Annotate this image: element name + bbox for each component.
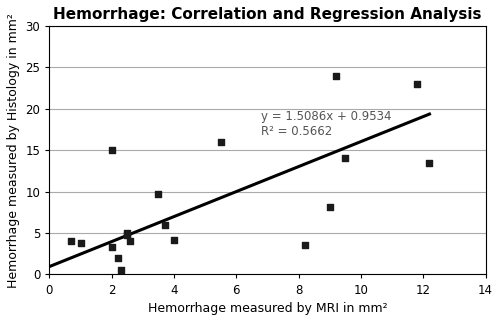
Point xyxy=(124,232,132,237)
Point xyxy=(108,147,116,153)
Point xyxy=(114,255,122,260)
Point xyxy=(170,237,178,242)
Point xyxy=(67,239,75,244)
Point xyxy=(117,268,125,273)
Point xyxy=(76,241,84,246)
Point xyxy=(326,204,334,209)
Point xyxy=(332,73,340,78)
X-axis label: Hemorrhage measured by MRI in mm²: Hemorrhage measured by MRI in mm² xyxy=(148,302,388,315)
Point xyxy=(124,231,132,236)
Point xyxy=(216,139,224,145)
Point xyxy=(126,239,134,244)
Point xyxy=(413,81,421,87)
Point xyxy=(108,244,116,250)
Point xyxy=(301,243,309,248)
Text: y = 1.5086x + 0.9534
R² = 0.5662: y = 1.5086x + 0.9534 R² = 0.5662 xyxy=(261,110,392,138)
Point xyxy=(426,160,434,165)
Point xyxy=(160,222,168,227)
Point xyxy=(342,156,349,161)
Y-axis label: Hemorrhage measured by Histology in mm²: Hemorrhage measured by Histology in mm² xyxy=(7,13,20,288)
Title: Hemorrhage: Correlation and Regression Analysis: Hemorrhage: Correlation and Regression A… xyxy=(53,7,482,22)
Point xyxy=(154,192,162,197)
